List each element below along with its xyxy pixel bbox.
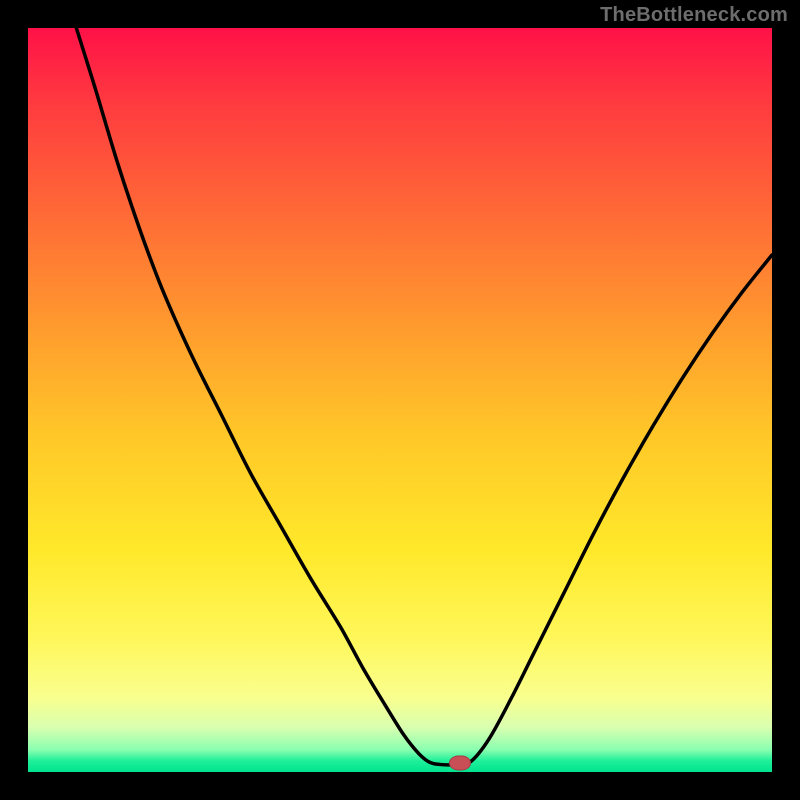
plot-area (28, 28, 772, 772)
bottleneck-curve (76, 28, 772, 765)
chart-container: TheBottleneck.com (0, 0, 800, 800)
watermark-text: TheBottleneck.com (600, 4, 788, 27)
curve-layer (28, 28, 772, 772)
optimum-marker (449, 756, 471, 771)
